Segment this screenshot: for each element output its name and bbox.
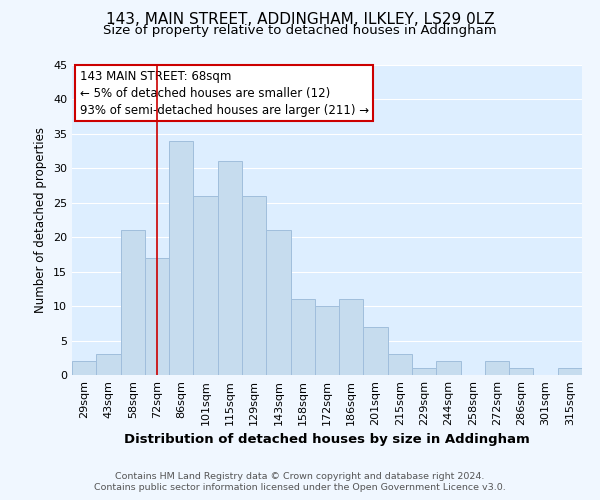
Bar	[436, 361, 461, 375]
Text: Contains public sector information licensed under the Open Government Licence v3: Contains public sector information licen…	[94, 483, 506, 492]
Bar	[339, 299, 364, 375]
Bar	[121, 230, 145, 375]
Text: Size of property relative to detached houses in Addingham: Size of property relative to detached ho…	[103, 24, 497, 37]
Bar	[242, 196, 266, 375]
Bar	[266, 230, 290, 375]
Bar	[485, 361, 509, 375]
Y-axis label: Number of detached properties: Number of detached properties	[34, 127, 47, 313]
Bar	[96, 354, 121, 375]
Bar	[412, 368, 436, 375]
Bar	[315, 306, 339, 375]
Text: 143, MAIN STREET, ADDINGHAM, ILKLEY, LS29 0LZ: 143, MAIN STREET, ADDINGHAM, ILKLEY, LS2…	[106, 12, 494, 28]
Bar	[169, 141, 193, 375]
Text: Contains HM Land Registry data © Crown copyright and database right 2024.: Contains HM Land Registry data © Crown c…	[115, 472, 485, 481]
Bar	[218, 162, 242, 375]
Bar	[290, 299, 315, 375]
X-axis label: Distribution of detached houses by size in Addingham: Distribution of detached houses by size …	[124, 434, 530, 446]
Text: 143 MAIN STREET: 68sqm
← 5% of detached houses are smaller (12)
93% of semi-deta: 143 MAIN STREET: 68sqm ← 5% of detached …	[80, 70, 369, 116]
Bar	[364, 327, 388, 375]
Bar	[72, 361, 96, 375]
Bar	[509, 368, 533, 375]
Bar	[193, 196, 218, 375]
Bar	[558, 368, 582, 375]
Bar	[145, 258, 169, 375]
Bar	[388, 354, 412, 375]
